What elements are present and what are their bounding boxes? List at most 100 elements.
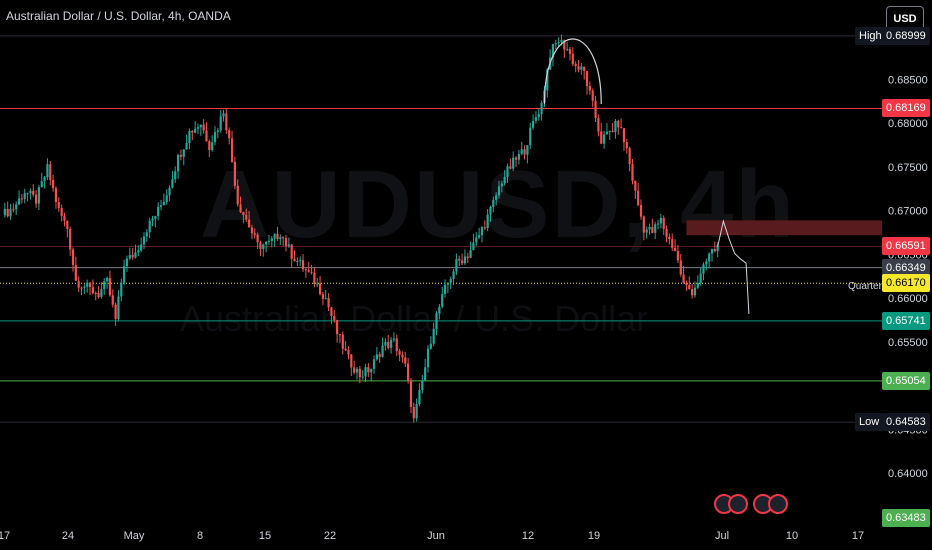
candle-body [267, 240, 271, 242]
candle-body [654, 224, 657, 233]
candle-body [350, 354, 353, 368]
candle-body [270, 238, 273, 241]
candle-body [554, 43, 557, 45]
price-tag-scale_bottom: 0.63483 [882, 509, 930, 528]
candle-body [594, 100, 597, 119]
candle-body [364, 367, 367, 377]
candle-body [199, 124, 202, 128]
price-tag-level: 0.65741 [882, 311, 930, 330]
candle-body [585, 71, 589, 86]
candle-body [429, 343, 432, 349]
candle-body [668, 236, 671, 240]
candle-body [426, 348, 430, 368]
x-tick-label: 10 [786, 530, 798, 542]
candle-body [506, 166, 509, 177]
candle-body [432, 328, 435, 344]
candle-body [318, 283, 322, 295]
candle-body [239, 204, 242, 213]
candle-body [69, 229, 72, 250]
candle-body [154, 216, 157, 219]
candle-body [151, 218, 154, 221]
resistance-zone [686, 220, 882, 236]
candle-body [458, 258, 461, 261]
candle-body [438, 306, 441, 314]
candle-body [83, 286, 86, 288]
x-tick-label: May [124, 530, 145, 542]
candle-body [523, 149, 526, 155]
candle-body [290, 244, 293, 259]
candle-body [310, 271, 313, 273]
candle-body [307, 270, 310, 272]
price-tag-level: 0.66170 [882, 274, 930, 293]
candle-body [557, 42, 560, 44]
candle-body [705, 261, 708, 265]
candle-body [375, 354, 378, 360]
candle-body [361, 376, 364, 378]
candle-body [301, 260, 305, 270]
candle-body [123, 266, 126, 283]
candle-body [52, 179, 55, 189]
candle-body [9, 209, 12, 217]
candle-body [168, 187, 171, 196]
candle-body [696, 282, 699, 288]
candle-body [460, 260, 464, 264]
candle-body [71, 249, 75, 265]
candle-body [702, 264, 705, 274]
candle-body [685, 283, 688, 285]
candle-body [330, 307, 333, 317]
candle-body [142, 236, 146, 245]
candle-body [230, 138, 234, 162]
candle-body [710, 249, 714, 254]
candle-body [32, 190, 35, 195]
candle-body [49, 164, 52, 180]
candle-body [489, 206, 492, 215]
candle-body [370, 368, 373, 373]
candle-body [162, 201, 165, 206]
candle-body [656, 223, 660, 225]
candle-body [483, 227, 486, 229]
candle-body [333, 316, 336, 321]
candle-body [12, 209, 15, 211]
x-tick-label: 8 [197, 530, 203, 542]
candle-body [620, 127, 623, 129]
x-tick-label: 22 [324, 530, 336, 542]
candle-body [211, 142, 214, 151]
candle-body [480, 227, 484, 236]
candle-body [3, 208, 6, 216]
candle-body [716, 244, 719, 252]
candle-body [412, 406, 415, 419]
candle-body [520, 149, 523, 154]
candle-body [389, 339, 393, 348]
symbol-title: Australian Dollar / U.S. Dollar, 4h, OAN… [6, 9, 231, 23]
candle-body [188, 130, 191, 143]
candle-body [407, 363, 410, 381]
candle-body [600, 131, 603, 144]
candle-body [395, 338, 398, 352]
economic-event-icon [768, 494, 788, 514]
candle-body [602, 134, 606, 144]
candle-body [273, 233, 276, 239]
candle-body [611, 131, 614, 133]
candle-body [171, 179, 174, 188]
price-tag-high: 0.68999 [882, 26, 930, 45]
candle-body [466, 256, 469, 258]
candle-body [665, 228, 668, 237]
candle-body [148, 220, 151, 233]
price-tag-low: 0.64583 [882, 413, 930, 432]
candle-body [296, 261, 299, 263]
candle-body [463, 256, 467, 264]
candle-body [372, 359, 376, 369]
candle-body [691, 289, 694, 296]
candle-body [478, 235, 481, 238]
candle-body [492, 199, 495, 207]
candle-body [304, 269, 307, 271]
candle-body [228, 130, 231, 139]
candle-body [497, 186, 501, 196]
y-tick-label: 0.68000 [888, 118, 928, 130]
candle-body [94, 292, 97, 294]
candle-body [165, 195, 168, 202]
candle-body [253, 233, 256, 235]
candle-body [66, 220, 69, 230]
